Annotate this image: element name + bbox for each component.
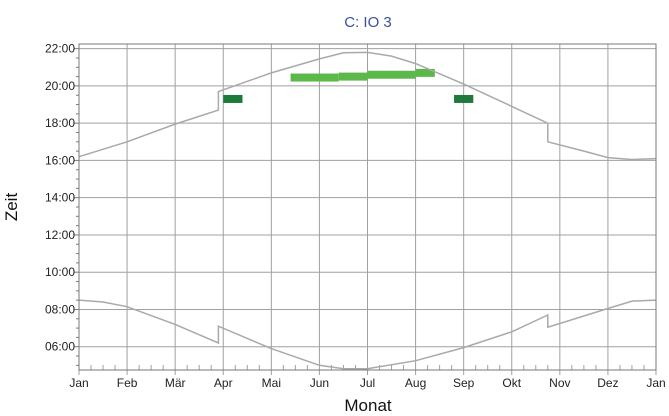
- x-tick-label: Okt: [502, 376, 521, 390]
- x-tick-label: Jul: [360, 376, 375, 390]
- x-tick-label: Mai: [262, 376, 281, 390]
- x-tick-label: Jan: [69, 376, 88, 390]
- chart-title: C: IO 3: [344, 14, 392, 31]
- x-tick-label: Mär: [165, 376, 186, 390]
- x-tick-label: Apr: [214, 376, 233, 390]
- highlight-band-light: [290, 73, 339, 82]
- plot-frame: [78, 43, 657, 371]
- y-tick-label: 22:00: [45, 42, 75, 56]
- y-axis-title: Zeit: [2, 193, 21, 222]
- x-tick-label: Aug: [405, 376, 426, 390]
- y-tick-label: 14:00: [45, 191, 75, 205]
- x-tick-label: Sep: [453, 376, 475, 390]
- series-lines: [78, 51, 657, 370]
- y-tick-label: 12:00: [45, 228, 75, 242]
- highlight-bands: [223, 68, 474, 103]
- x-tick-label: Jan: [646, 376, 665, 390]
- y-tick-label: 18:00: [45, 116, 75, 130]
- highlight-band-dark: [223, 94, 243, 103]
- y-tick-label: 16:00: [45, 153, 75, 167]
- x-tick-label: Dez: [597, 376, 618, 390]
- highlight-band-light: [415, 68, 435, 77]
- grid: [79, 44, 656, 370]
- y-tick-label: 06:00: [45, 340, 75, 354]
- minor-ticks: [74, 48, 657, 375]
- highlight-band-dark: [454, 94, 474, 103]
- x-tick-label: Nov: [549, 376, 570, 390]
- y-tick-label: 08:00: [45, 302, 75, 316]
- highlight-band-light: [367, 70, 416, 79]
- x-tick-label: Jun: [310, 376, 329, 390]
- highlight-band-light: [338, 72, 368, 81]
- series-sunset-line: [78, 51, 657, 161]
- x-tick-labels: Jan Feb Mär Apr Mai Jun Jul Aug Sep Okt Nov Dez Jan: [69, 376, 665, 390]
- y-tick-labels: 06:00 08:00 10:00 12:00 14:00 16:00 18:00 20:00…: [45, 42, 75, 354]
- y-tick-label: 10:00: [45, 265, 75, 279]
- x-tick-label: Feb: [117, 376, 138, 390]
- y-tick-label: 20:00: [45, 79, 75, 93]
- x-axis-title: Monat: [344, 396, 392, 415]
- series-sunrise-line: [78, 299, 657, 370]
